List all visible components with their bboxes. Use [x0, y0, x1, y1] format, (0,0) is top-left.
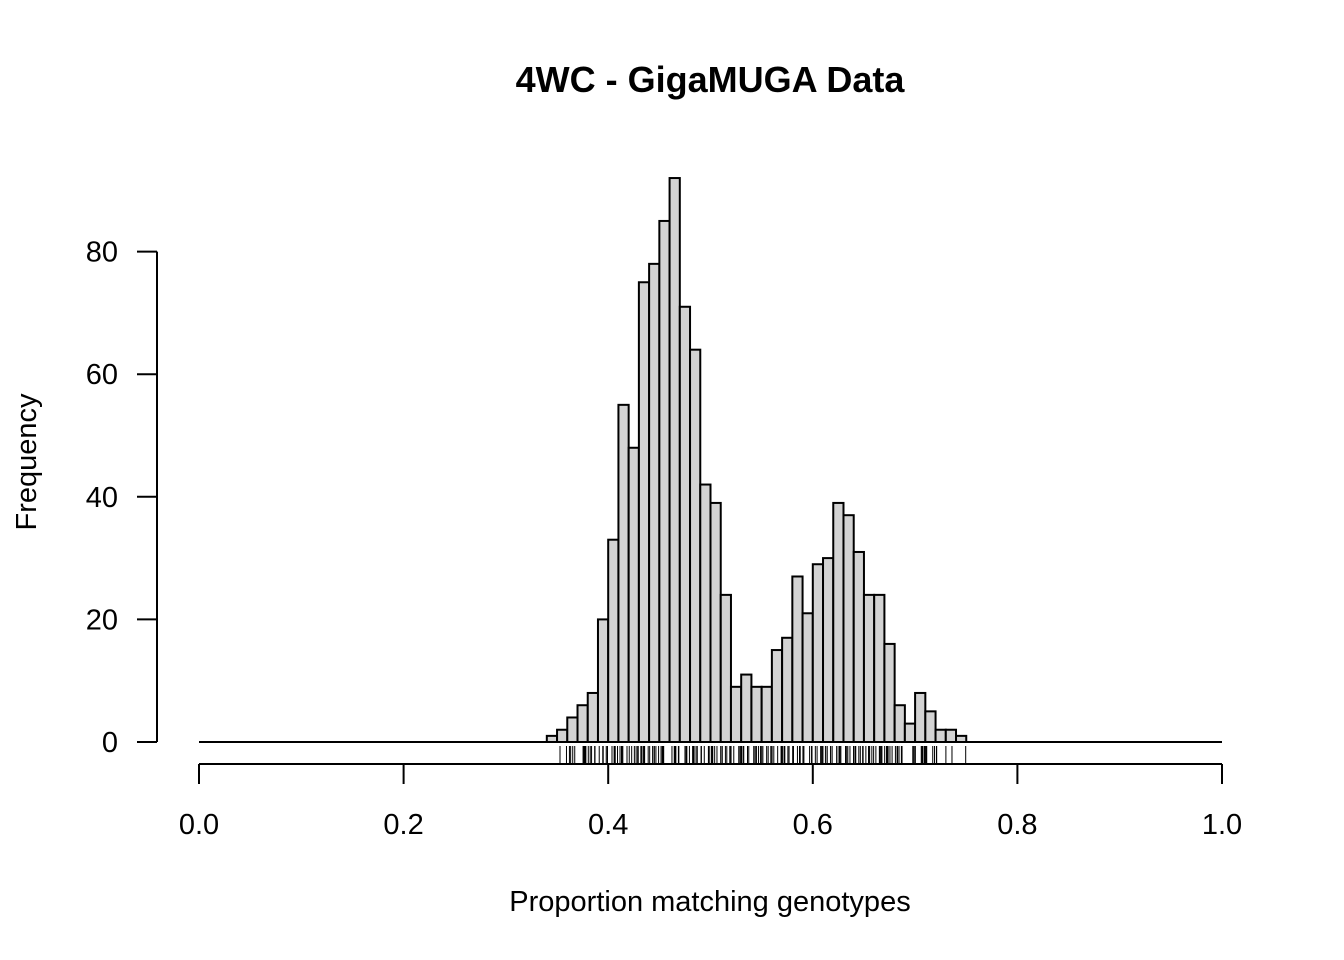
histogram-bar [832, 501, 845, 743]
x-tick-label: 0.2 [383, 809, 423, 841]
histogram-bar [709, 501, 722, 743]
rug-marks [559, 746, 967, 763]
x-tick-label: 0.4 [588, 809, 628, 841]
histogram-bar [924, 710, 937, 743]
histogram-bar [545, 734, 559, 743]
histogram-bar [811, 563, 825, 743]
histogram-bar [627, 446, 640, 743]
y-tick-label: 0 [102, 727, 118, 759]
histogram-bar [750, 685, 763, 744]
histogram-bar [719, 593, 732, 743]
y-tick-label: 40 [86, 482, 118, 514]
histogram-bar [678, 305, 692, 743]
histogram-bar [668, 177, 681, 744]
histogram-bar [934, 728, 947, 743]
histogram-bar [729, 685, 743, 744]
histogram-bar [576, 704, 589, 743]
histogram-bar [658, 219, 671, 743]
y-tick-label: 80 [86, 237, 118, 269]
y-tick-label: 20 [86, 604, 118, 636]
histogram-bar [770, 649, 784, 743]
histogram-bar [566, 716, 579, 743]
histogram-bar [822, 557, 835, 743]
histogram-bar [903, 722, 917, 743]
histogram-bar [689, 348, 702, 743]
x-tick-label: 0.8 [997, 809, 1037, 841]
histogram-bar [781, 636, 794, 743]
y-tick-label: 60 [86, 359, 118, 391]
histogram-bar [617, 403, 630, 743]
histogram-bar [893, 704, 906, 743]
histogram-bar [637, 281, 651, 743]
histogram-bar [873, 593, 886, 743]
histogram-bar [801, 612, 814, 744]
histogram-bar [955, 734, 968, 743]
histogram-bar [914, 691, 927, 744]
histogram-bar [699, 483, 712, 743]
histogram-bar [648, 262, 661, 743]
histogram-bar [842, 514, 855, 743]
y-axis-label: Frequency [11, 393, 43, 531]
histogram-bar [944, 728, 958, 743]
bars-group [199, 177, 1222, 744]
x-tick-label: 0.0 [179, 809, 219, 841]
histogram-bar [740, 673, 753, 744]
histogram-bar [862, 593, 876, 743]
histogram-bar [596, 618, 610, 744]
histogram-bar [760, 685, 773, 744]
x-tick-label: 0.6 [793, 809, 833, 841]
histogram-bar [556, 728, 569, 743]
chart-title: 4WC - GigaMUGA Data [516, 59, 906, 100]
histogram-bar [883, 642, 896, 743]
x-axis: 0.0 0.2 0.4 0.6 0.8 1.0 [179, 763, 1242, 841]
histogram-bar [607, 538, 620, 744]
x-axis-label: Proportion matching genotypes [509, 886, 910, 918]
histogram-bar [852, 550, 865, 743]
histogram-bar [586, 691, 599, 744]
x-tick-label: 1.0 [1202, 809, 1242, 841]
y-axis: 0 20 40 60 80 [86, 237, 158, 759]
histogram-bar [791, 575, 804, 743]
